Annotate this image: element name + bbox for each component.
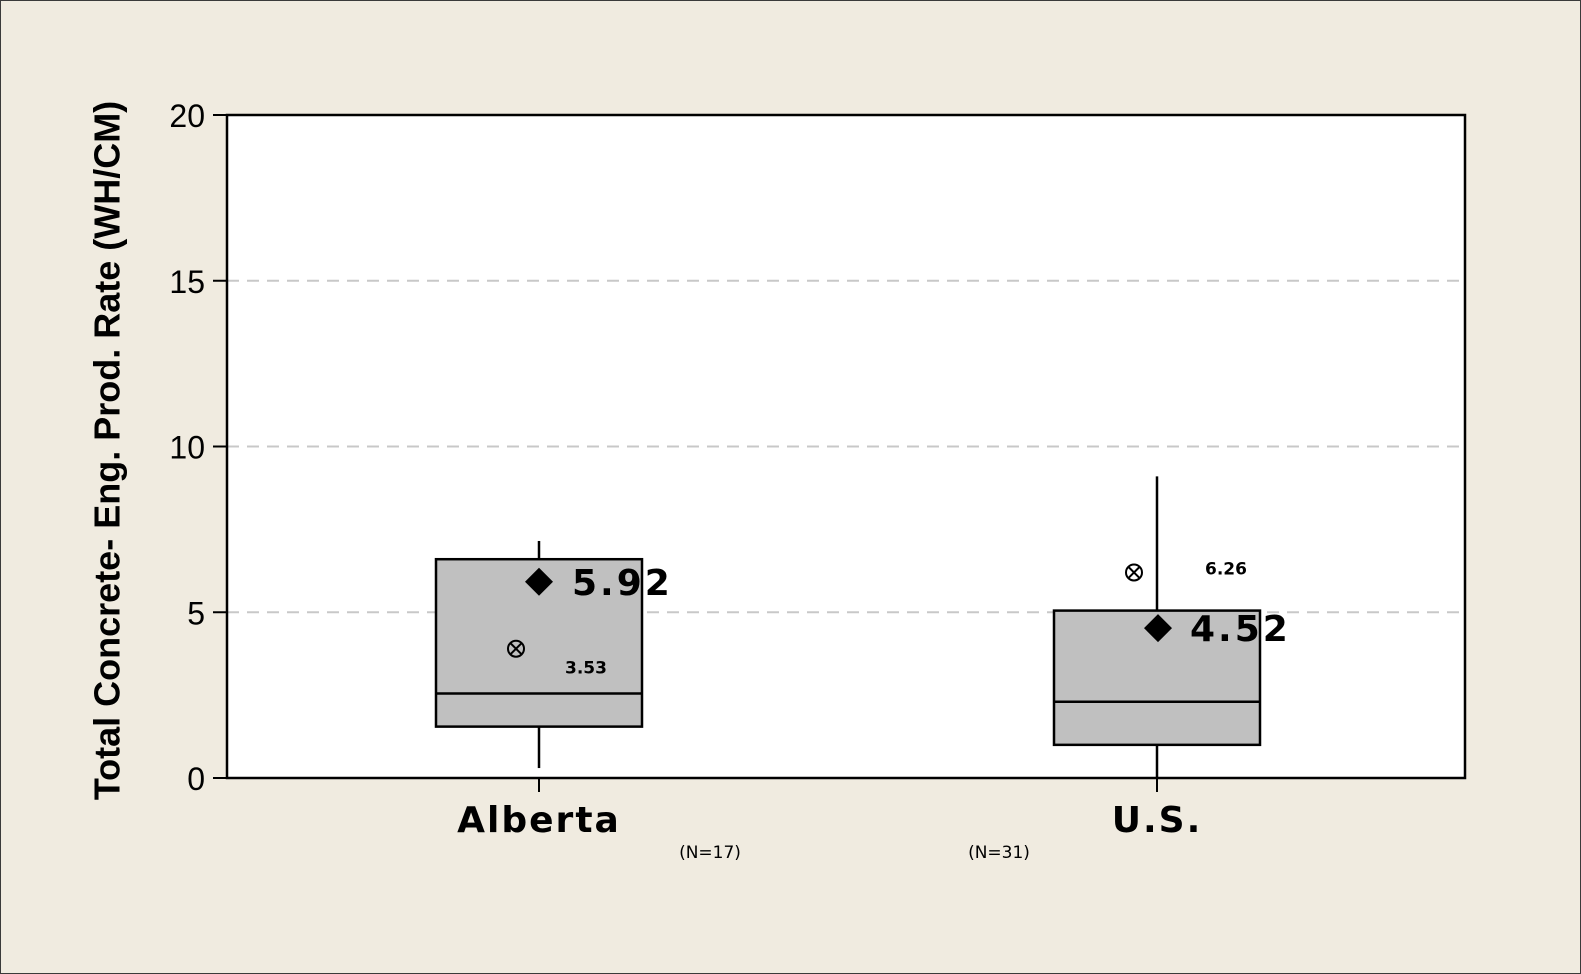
circle-marker-value-label: 6.26 [1205, 559, 1247, 579]
box-us: 4.52 6.26 [1052, 476, 1291, 778]
y-axis-label: Total Concrete- Eng. Prod. Rate (WH/CM) [87, 101, 128, 800]
y-tick-label: 15 [169, 264, 205, 300]
sample-size-label: (N=31) [968, 843, 1030, 863]
box-alberta: 5.92 3.53 [434, 540, 673, 769]
mean-value-label: 5.92 [572, 563, 673, 604]
sample-size-label: (N=17) [679, 843, 741, 863]
y-tick-label: 10 [169, 430, 205, 466]
mean-value-label: 4.52 [1190, 609, 1291, 650]
axes: 0 5 10 15 20 Alberta (N=17) U.S. (N=31) [169, 98, 1203, 863]
y-tick-label: 5 [187, 595, 205, 631]
mean-marker [525, 567, 553, 596]
y-tick-label: 20 [169, 98, 205, 134]
y-tick-label: 0 [187, 761, 205, 797]
circle-x-marker [1125, 563, 1143, 582]
x-tick-label: U.S. [1112, 800, 1203, 841]
circle-x-marker [507, 639, 525, 658]
boxes: 5.92 3.53 4.52 6.26 [434, 476, 1291, 778]
circle-x-marker-stroke [509, 642, 523, 656]
circle-x-marker-stroke [1127, 566, 1141, 579]
x-tick-label: Alberta [457, 800, 621, 841]
circle-marker-value-label: 3.53 [565, 659, 607, 679]
mean-marker [1144, 614, 1172, 643]
